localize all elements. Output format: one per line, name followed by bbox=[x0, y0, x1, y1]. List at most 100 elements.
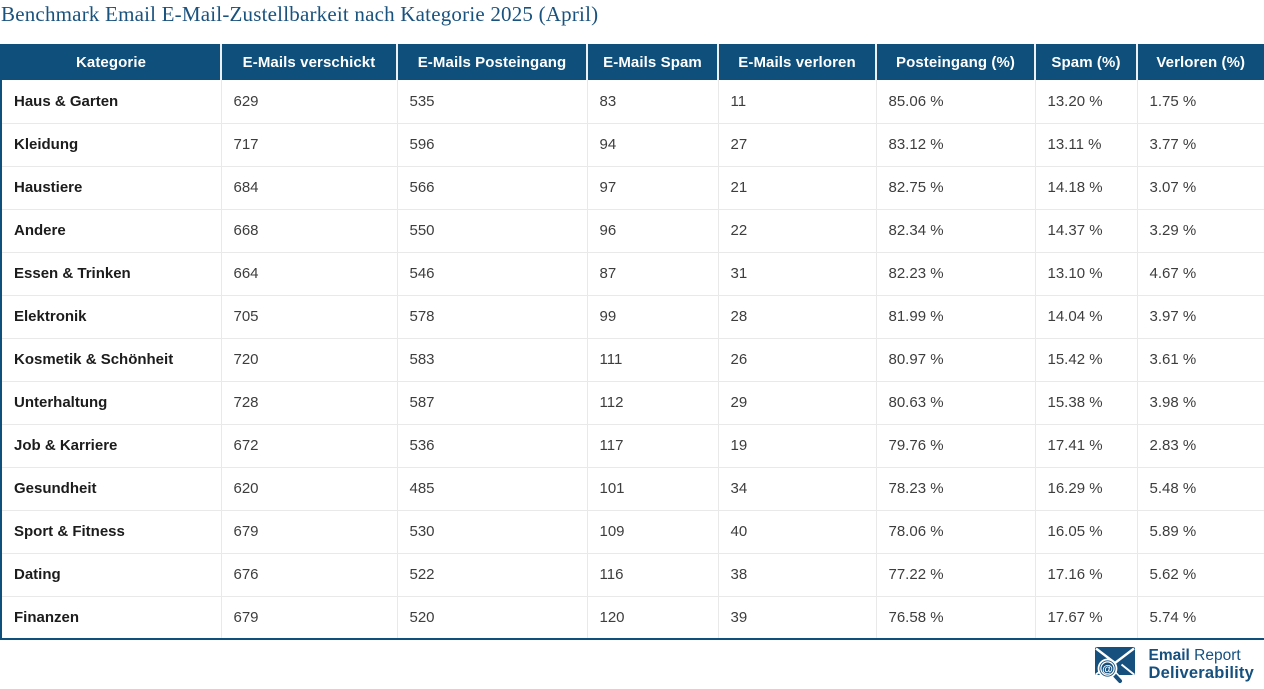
brand-name-report: Report bbox=[1194, 647, 1241, 665]
data-cell: 17.67 % bbox=[1034, 596, 1137, 639]
column-header-7: Verloren (%) bbox=[1136, 44, 1264, 80]
data-cell: 82.34 % bbox=[875, 209, 1035, 253]
data-cell: 109 bbox=[586, 510, 718, 554]
data-cell: 3.98 % bbox=[1136, 381, 1264, 425]
data-cell: 28 bbox=[717, 295, 876, 339]
data-cell: 22 bbox=[717, 209, 876, 253]
data-cell: 566 bbox=[396, 166, 587, 210]
data-cell: 705 bbox=[220, 295, 397, 339]
data-cell: 2.83 % bbox=[1136, 424, 1264, 468]
category-cell: Andere bbox=[1, 209, 221, 253]
table-row: Kleidung 717 596 94 27 83.12 % 13.11 % 3.77 % bbox=[1, 123, 1264, 167]
category-cell: Job & Karriere bbox=[1, 424, 221, 468]
table-header-row: Kategorie E-Mails verschickt E-Mails Poste… bbox=[1, 44, 1264, 80]
data-cell: 85.06 % bbox=[875, 80, 1035, 124]
data-cell: 3.07 % bbox=[1136, 166, 1264, 210]
column-header-5: Posteingang (%) bbox=[875, 44, 1035, 80]
data-cell: 676 bbox=[220, 553, 397, 597]
data-cell: 5.62 % bbox=[1136, 553, 1264, 597]
data-cell: 620 bbox=[220, 467, 397, 511]
table-row: Unterhaltung 728 587 112 29 80.63 % 15.38 % 3.9… bbox=[1, 381, 1264, 425]
table-row: Andere 668 550 96 22 82.34 % 14.37 % 3.29 % bbox=[1, 209, 1264, 253]
column-header-4: E-Mails verloren bbox=[717, 44, 876, 80]
category-cell: Essen & Trinken bbox=[1, 252, 221, 296]
data-cell: 40 bbox=[717, 510, 876, 554]
brand-name-email: Email bbox=[1148, 647, 1190, 665]
category-cell: Elektronik bbox=[1, 295, 221, 339]
category-cell: Sport & Fitness bbox=[1, 510, 221, 554]
data-cell: 81.99 % bbox=[875, 295, 1035, 339]
brand-logo-text: Email Report Deliverability bbox=[1148, 647, 1254, 683]
data-cell: 112 bbox=[586, 381, 718, 425]
table-row: Haustiere 684 566 97 21 82.75 % 14.18 % 3.07 % bbox=[1, 166, 1264, 210]
category-cell: Haustiere bbox=[1, 166, 221, 210]
data-cell: 5.89 % bbox=[1136, 510, 1264, 554]
data-cell: 97 bbox=[586, 166, 718, 210]
data-cell: 17.41 % bbox=[1034, 424, 1137, 468]
data-cell: 117 bbox=[586, 424, 718, 468]
table-row: Haus & Garten 629 535 83 11 85.06 % 13.20 % 1.7… bbox=[1, 80, 1264, 124]
data-cell: 13.11 % bbox=[1034, 123, 1137, 167]
data-cell: 536 bbox=[396, 424, 587, 468]
data-cell: 31 bbox=[717, 252, 876, 296]
data-cell: 80.63 % bbox=[875, 381, 1035, 425]
table-header: Kategorie E-Mails verschickt E-Mails Poste… bbox=[1, 44, 1264, 80]
data-cell: 80.97 % bbox=[875, 338, 1035, 382]
column-header-3: E-Mails Spam bbox=[586, 44, 718, 80]
data-cell: 14.18 % bbox=[1034, 166, 1137, 210]
data-cell: 27 bbox=[717, 123, 876, 167]
table-row: Essen & Trinken 664 546 87 31 82.23 % 13.10 % 4… bbox=[1, 252, 1264, 296]
data-cell: 94 bbox=[586, 123, 718, 167]
data-cell: 120 bbox=[586, 596, 718, 639]
data-cell: 79.76 % bbox=[875, 424, 1035, 468]
category-cell: Kleidung bbox=[1, 123, 221, 167]
data-cell: 87 bbox=[586, 252, 718, 296]
data-cell: 728 bbox=[220, 381, 397, 425]
category-cell: Finanzen bbox=[14, 608, 80, 626]
data-cell: 550 bbox=[396, 209, 587, 253]
data-cell: 26 bbox=[717, 338, 876, 382]
table-row: Gesundheit 620 485 101 34 78.23 % 16.29 % 5.48 … bbox=[1, 467, 1264, 511]
data-cell: 629 bbox=[220, 80, 397, 124]
column-header-2: E-Mails Posteingang bbox=[396, 44, 587, 80]
data-cell: 78.06 % bbox=[875, 510, 1035, 554]
data-cell: 16.29 % bbox=[1034, 467, 1137, 511]
category-cell: Gesundheit bbox=[1, 467, 221, 511]
column-header-0: Kategorie bbox=[1, 44, 221, 80]
data-cell: 578 bbox=[396, 295, 587, 339]
data-cell: 15.42 % bbox=[1034, 338, 1137, 382]
category-cell: Dating bbox=[1, 553, 221, 597]
data-cell: 583 bbox=[396, 338, 587, 382]
table-row: Kosmetik & Schönheit 720 583 111 26 80.97 % 15… bbox=[1, 338, 1264, 382]
category-cell: Haus & Garten bbox=[1, 80, 221, 124]
table-row: Elektronik 705 578 99 28 81.99 % 14.04 % 3.97 % bbox=[1, 295, 1264, 339]
data-cell: 720 bbox=[220, 338, 397, 382]
data-cell: 520 bbox=[396, 596, 587, 639]
data-cell: 485 bbox=[396, 467, 587, 511]
data-cell: 96 bbox=[586, 209, 718, 253]
data-cell: 14.37 % bbox=[1034, 209, 1137, 253]
benchmark-table: Kategorie E-Mails verschickt E-Mails Poste… bbox=[0, 44, 1264, 640]
data-cell: 4.67 % bbox=[1136, 252, 1264, 296]
data-cell: 13.20 % bbox=[1034, 80, 1137, 124]
data-cell: 83 bbox=[586, 80, 718, 124]
data-cell: 530 bbox=[396, 510, 587, 554]
data-cell: 78.23 % bbox=[875, 467, 1035, 511]
svg-text:@: @ bbox=[1103, 664, 1114, 676]
data-cell: 29 bbox=[717, 381, 876, 425]
data-cell: 596 bbox=[396, 123, 587, 167]
data-cell: 679 bbox=[220, 596, 397, 639]
table-row: Job & Karriere 672 536 117 19 79.76 % 17.41 % 2… bbox=[1, 424, 1264, 468]
data-cell: 101 bbox=[586, 467, 718, 511]
data-cell: 111 bbox=[586, 338, 718, 382]
data-cell: 83.12 % bbox=[875, 123, 1035, 167]
brand-name-line2: Deliverability bbox=[1148, 664, 1254, 683]
data-cell: 522 bbox=[396, 553, 587, 597]
data-cell: 546 bbox=[396, 252, 587, 296]
data-cell: 13.10 % bbox=[1034, 252, 1137, 296]
brand-logo: @ Email Report Deliverability bbox=[1094, 646, 1254, 684]
data-cell: 3.61 % bbox=[1136, 338, 1264, 382]
data-cell: 587 bbox=[396, 381, 587, 425]
data-cell: 535 bbox=[396, 80, 587, 124]
